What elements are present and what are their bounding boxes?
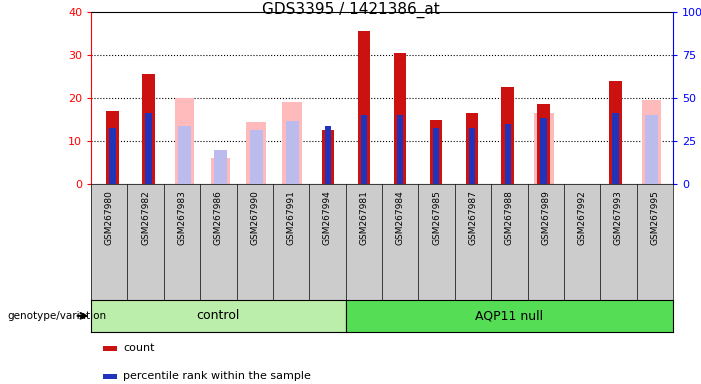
Bar — [538, 104, 550, 184]
Bar — [178, 126, 191, 184]
Bar — [322, 130, 334, 184]
Bar — [501, 87, 514, 184]
Text: GSM267990: GSM267990 — [250, 190, 259, 245]
Text: AQP11 null: AQP11 null — [475, 310, 543, 322]
Bar — [145, 113, 152, 184]
Text: GSM267986: GSM267986 — [214, 190, 223, 245]
Text: GSM267992: GSM267992 — [578, 190, 587, 245]
Bar — [247, 122, 266, 184]
Bar — [533, 113, 554, 184]
Bar — [286, 121, 299, 184]
Text: genotype/variation: genotype/variation — [7, 311, 106, 321]
Text: GDS3395 / 1421386_at: GDS3395 / 1421386_at — [261, 2, 440, 18]
Bar — [641, 100, 661, 184]
Bar — [283, 102, 302, 184]
Bar — [103, 346, 117, 351]
Text: GSM267988: GSM267988 — [505, 190, 514, 245]
Bar — [103, 374, 117, 379]
Bar — [468, 128, 475, 184]
Bar — [109, 128, 116, 184]
Text: GSM267985: GSM267985 — [432, 190, 441, 245]
Text: GSM267995: GSM267995 — [651, 190, 659, 245]
Bar — [394, 53, 407, 184]
Text: GSM267984: GSM267984 — [396, 190, 404, 245]
Text: GSM267991: GSM267991 — [287, 190, 296, 245]
Text: GSM267980: GSM267980 — [105, 190, 114, 245]
Text: GSM267993: GSM267993 — [614, 190, 623, 245]
Bar — [358, 31, 370, 184]
Text: GSM267982: GSM267982 — [141, 190, 150, 245]
Bar — [214, 150, 226, 184]
Bar — [142, 74, 155, 184]
Text: control: control — [197, 310, 240, 322]
Bar — [210, 158, 231, 184]
Bar — [465, 113, 478, 184]
Text: GSM267989: GSM267989 — [541, 190, 550, 245]
Bar — [430, 119, 442, 184]
Text: percentile rank within the sample: percentile rank within the sample — [123, 371, 311, 381]
Text: GSM267983: GSM267983 — [177, 190, 186, 245]
Bar — [107, 111, 119, 184]
Bar — [250, 130, 263, 184]
Bar — [505, 124, 511, 184]
Text: GSM267981: GSM267981 — [360, 190, 368, 245]
Bar — [433, 128, 439, 184]
Text: GSM267994: GSM267994 — [323, 190, 332, 245]
Bar — [538, 113, 550, 184]
Bar — [645, 115, 658, 184]
Bar — [540, 118, 547, 184]
Bar — [397, 115, 403, 184]
Bar — [612, 113, 619, 184]
Bar — [609, 81, 622, 184]
Bar — [361, 115, 367, 184]
Text: count: count — [123, 343, 155, 353]
Bar — [325, 126, 332, 184]
Bar — [175, 98, 194, 184]
Text: GSM267987: GSM267987 — [468, 190, 477, 245]
